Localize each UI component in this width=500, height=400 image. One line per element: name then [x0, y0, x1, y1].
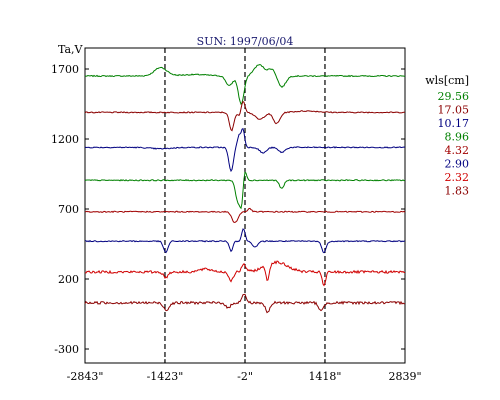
x-tick-label: -2843" [67, 370, 104, 383]
series-line [84, 207, 406, 223]
x-tick-label: 1418" [308, 370, 341, 383]
series-line [84, 260, 406, 287]
series-line [84, 127, 406, 173]
reference-lines [164, 48, 326, 363]
y-axis-label: Ta,V [58, 43, 84, 56]
legend-entry: 2.32 [445, 171, 470, 184]
legend-title: wls[cm] [425, 74, 469, 87]
legend-entry: 1.83 [445, 185, 470, 198]
y-tick-label: 200 [58, 273, 79, 286]
y-axis: 1700 1200 700 200 -300 [51, 63, 405, 356]
y-tick-label: 700 [58, 203, 79, 216]
legend-entry: 2.90 [445, 158, 470, 171]
legend-entry: 29.56 [438, 90, 470, 103]
x-tick-label: -1423" [147, 370, 184, 383]
legend-entry: 17.05 [438, 104, 470, 117]
x-tick-label: 2839" [388, 370, 421, 383]
series-line [84, 63, 406, 106]
chart-title: SUN: 1997/06/04 [197, 35, 294, 48]
legend-entry: 4.32 [445, 144, 470, 157]
y-tick-label: 1200 [51, 133, 79, 146]
legend: wls[cm] 29.5617.0510.178.964.322.902.321… [425, 74, 469, 198]
legend-entry: 10.17 [438, 117, 470, 130]
series-line [84, 293, 405, 314]
x-axis: -2843" -1423" -2" 1418" 2839" [67, 48, 422, 383]
series-line [84, 171, 406, 210]
legend-entry: 8.96 [445, 131, 470, 144]
x-tick-label: -2" [237, 370, 253, 383]
y-tick-label: 1700 [51, 63, 79, 76]
series-group [84, 63, 406, 314]
y-tick-label: -300 [54, 343, 79, 356]
series-line [85, 228, 405, 254]
series-line [84, 100, 406, 132]
